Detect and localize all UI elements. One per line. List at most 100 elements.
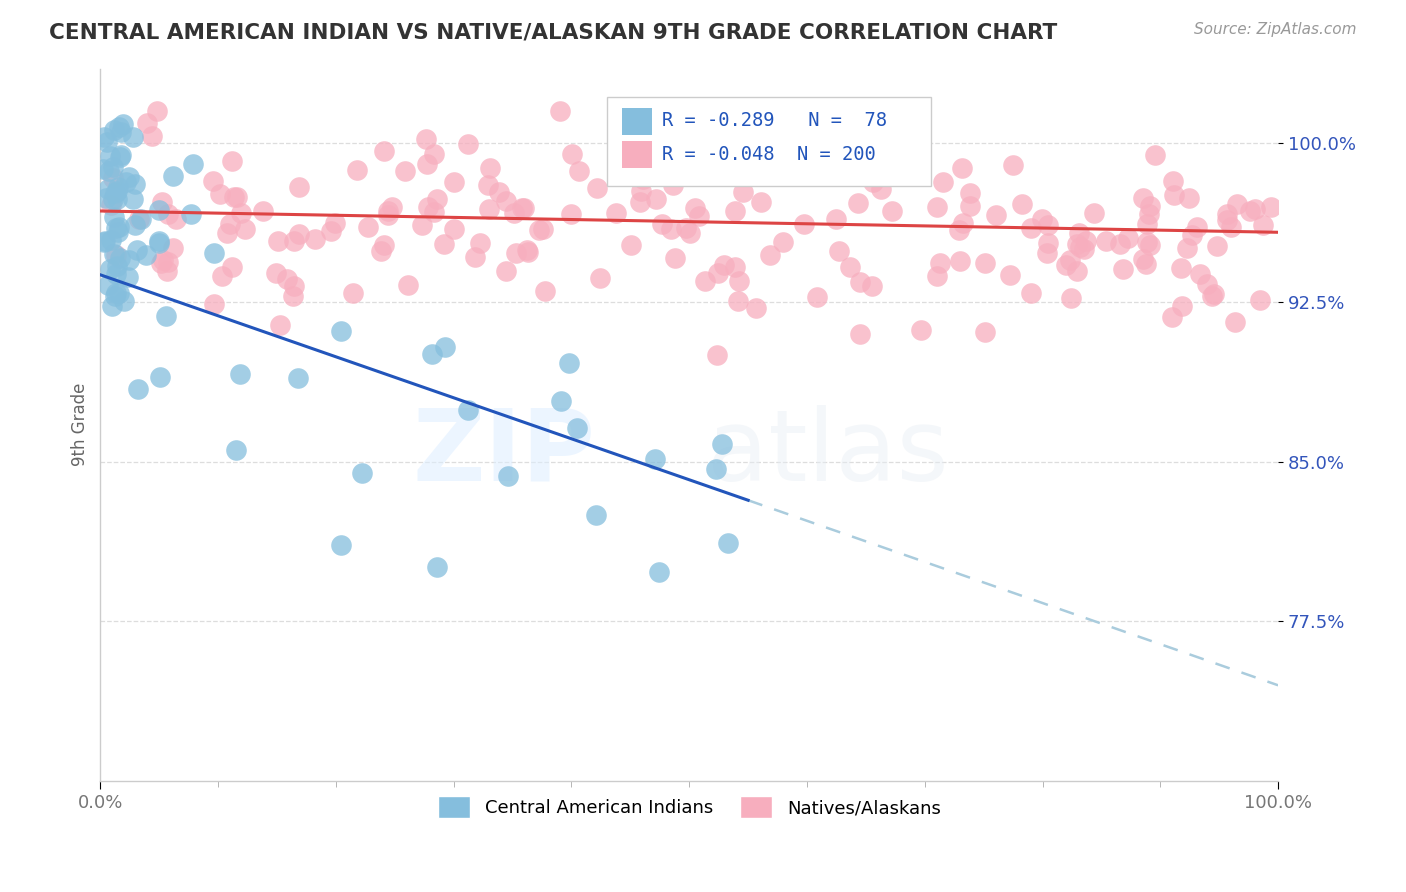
- Point: [1036, 235, 1059, 250]
- Point: [103, 193, 125, 207]
- Point: [110, 147, 132, 161]
- FancyBboxPatch shape: [607, 97, 931, 186]
- Point: [101, 171, 124, 186]
- Point: [411, 219, 433, 233]
- Point: [464, 250, 486, 264]
- Point: [495, 194, 517, 208]
- Point: [565, 421, 588, 435]
- Point: [1139, 199, 1161, 213]
- Point: [287, 179, 309, 194]
- Point: [108, 251, 131, 265]
- Point: [478, 161, 501, 175]
- Point: [180, 207, 202, 221]
- Point: [91, 162, 114, 177]
- Point: [1144, 148, 1167, 162]
- Point: [381, 200, 404, 214]
- Point: [1095, 234, 1118, 248]
- Point: [443, 222, 465, 236]
- Legend: Central American Indians, Natives/Alaskans: Central American Indians, Natives/Alaska…: [430, 789, 948, 825]
- Point: [772, 235, 794, 250]
- Point: [1116, 230, 1139, 244]
- Point: [101, 161, 124, 175]
- Point: [97, 277, 120, 292]
- Point: [100, 299, 122, 313]
- Point: [127, 382, 149, 396]
- Point: [693, 161, 716, 176]
- Point: [675, 220, 697, 235]
- Point: [96, 135, 118, 149]
- Point: [229, 367, 252, 381]
- Point: [706, 267, 728, 281]
- Point: [468, 235, 491, 250]
- Text: R = -0.289   N =  78: R = -0.289 N = 78: [662, 112, 887, 130]
- Point: [846, 196, 869, 211]
- Point: [849, 327, 872, 342]
- Point: [1132, 191, 1154, 205]
- Point: [129, 211, 152, 226]
- Point: [644, 452, 666, 467]
- Point: [477, 178, 499, 192]
- Point: [1181, 227, 1204, 242]
- Point: [281, 289, 304, 303]
- Point: [534, 284, 557, 298]
- Point: [662, 178, 685, 193]
- Point: [973, 325, 995, 339]
- Point: [910, 323, 932, 337]
- Point: [373, 238, 395, 252]
- Point: [620, 237, 643, 252]
- Point: [1036, 246, 1059, 260]
- Point: [932, 175, 955, 189]
- Point: [148, 202, 170, 217]
- Point: [97, 163, 120, 178]
- Point: [104, 286, 127, 301]
- Point: [233, 222, 256, 236]
- Point: [1251, 219, 1274, 233]
- Point: [457, 136, 479, 151]
- Point: [728, 274, 751, 288]
- Point: [586, 180, 609, 194]
- Point: [370, 244, 392, 258]
- Point: [683, 201, 706, 215]
- Point: [838, 260, 860, 274]
- Point: [103, 123, 125, 137]
- Point: [373, 144, 395, 158]
- Point: [209, 186, 232, 201]
- Point: [745, 301, 768, 316]
- Point: [105, 192, 128, 206]
- Point: [925, 269, 948, 284]
- Point: [531, 222, 554, 236]
- Point: [679, 226, 702, 240]
- Point: [662, 166, 685, 180]
- Text: atlas: atlas: [707, 405, 949, 502]
- Point: [749, 195, 772, 210]
- Point: [724, 203, 747, 218]
- Point: [550, 393, 572, 408]
- Point: [1178, 191, 1201, 205]
- Point: [443, 175, 465, 189]
- Point: [93, 235, 115, 250]
- Point: [516, 243, 538, 257]
- Point: [252, 204, 274, 219]
- Point: [100, 198, 122, 212]
- FancyBboxPatch shape: [621, 108, 651, 135]
- Point: [141, 129, 163, 144]
- Point: [550, 104, 572, 119]
- Point: [283, 279, 305, 293]
- Point: [984, 208, 1007, 222]
- Text: CENTRAL AMERICAN INDIAN VS NATIVE/ALASKAN 9TH GRADE CORRELATION CHART: CENTRAL AMERICAN INDIAN VS NATIVE/ALASKA…: [49, 22, 1057, 42]
- Point: [221, 153, 243, 168]
- Point: [105, 248, 128, 262]
- Point: [733, 186, 755, 200]
- Point: [420, 347, 443, 361]
- Point: [806, 290, 828, 304]
- Point: [1059, 252, 1081, 267]
- Point: [346, 163, 368, 178]
- Point: [1083, 206, 1105, 220]
- Point: [1031, 212, 1053, 227]
- Point: [516, 244, 538, 259]
- Point: [304, 232, 326, 246]
- Point: [107, 120, 129, 134]
- Point: [117, 270, 139, 285]
- Point: [105, 259, 128, 273]
- Point: [156, 255, 179, 269]
